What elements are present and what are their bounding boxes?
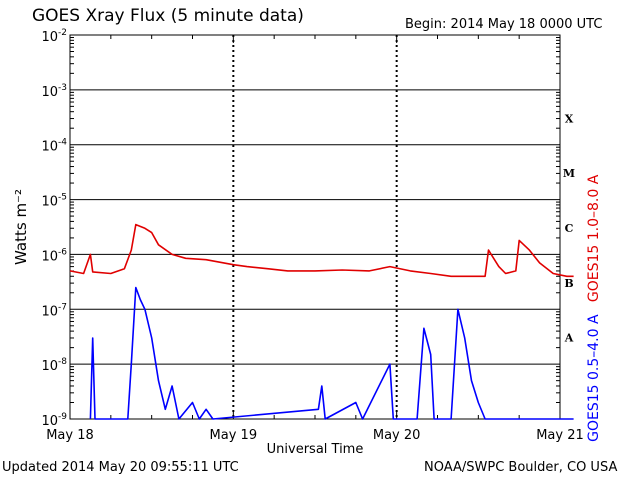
- series-legend-label: GOES15 0.5–4.0 A: [586, 314, 602, 442]
- y-tick-label: 10-3: [41, 83, 67, 100]
- series-line: [69, 223, 574, 278]
- credit-text: NOAA/SWPC Boulder, CO USA: [424, 460, 618, 475]
- x-axis-label: Universal Time: [267, 442, 364, 457]
- y-tick-label: 10-6: [41, 247, 67, 264]
- flare-class-label: B: [564, 277, 573, 290]
- updated-timestamp: Updated 2014 May 20 09:55:11 UTC: [2, 460, 239, 475]
- series-line: [89, 286, 574, 420]
- begin-value: 2014 May 18 0000 UTC: [450, 17, 603, 32]
- flare-class-label: C: [565, 222, 574, 235]
- flare-class-label: M: [563, 167, 575, 180]
- chart-title: GOES Xray Flux (5 minute data): [32, 6, 304, 26]
- y-tick-label: 10-8: [41, 357, 67, 374]
- y-tick-label: 10-2: [41, 28, 67, 45]
- flare-class-label: X: [565, 112, 574, 125]
- y-tick-label: 10-9: [41, 412, 67, 429]
- x-tick-label: May 20: [373, 428, 421, 443]
- begin-time: Begin: 2014 May 18 0000 UTC: [405, 17, 602, 32]
- y-tick-label: 10-4: [41, 138, 67, 155]
- y-axis-label: Watts m⁻²: [12, 189, 30, 265]
- x-tick-label: May 19: [210, 428, 258, 443]
- flare-class-label: A: [564, 332, 574, 345]
- begin-label: Begin:: [405, 17, 447, 32]
- x-tick-label: May 21: [536, 428, 584, 443]
- y-tick-label: 10-7: [41, 302, 67, 319]
- y-tick-label: 10-5: [41, 193, 67, 210]
- series-legend-label: GOES15 1.0–8.0 A: [586, 174, 602, 302]
- x-tick-label: May 18: [46, 428, 94, 443]
